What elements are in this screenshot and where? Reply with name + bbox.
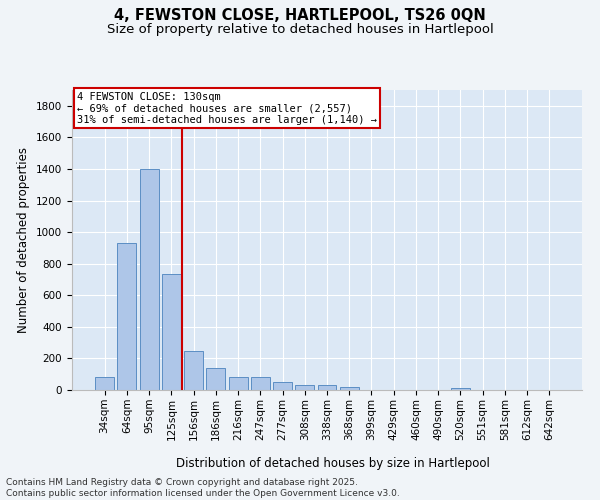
Bar	[206, 368, 225, 390]
Bar	[184, 350, 203, 390]
Bar	[295, 386, 314, 390]
Text: Distribution of detached houses by size in Hartlepool: Distribution of detached houses by size …	[176, 458, 490, 470]
Bar	[229, 376, 248, 390]
Bar	[273, 382, 292, 390]
Bar	[251, 378, 270, 390]
Bar	[340, 387, 359, 390]
Bar	[162, 274, 181, 390]
Text: Size of property relative to detached houses in Hartlepool: Size of property relative to detached ho…	[107, 22, 493, 36]
Y-axis label: Number of detached properties: Number of detached properties	[17, 147, 31, 333]
Bar	[140, 169, 158, 390]
Bar	[95, 378, 114, 390]
Bar	[118, 243, 136, 390]
Text: Contains HM Land Registry data © Crown copyright and database right 2025.
Contai: Contains HM Land Registry data © Crown c…	[6, 478, 400, 498]
Text: 4 FEWSTON CLOSE: 130sqm
← 69% of detached houses are smaller (2,557)
31% of semi: 4 FEWSTON CLOSE: 130sqm ← 69% of detache…	[77, 92, 377, 124]
Text: 4, FEWSTON CLOSE, HARTLEPOOL, TS26 0QN: 4, FEWSTON CLOSE, HARTLEPOOL, TS26 0QN	[114, 8, 486, 22]
Bar	[317, 386, 337, 390]
Bar	[451, 388, 470, 390]
